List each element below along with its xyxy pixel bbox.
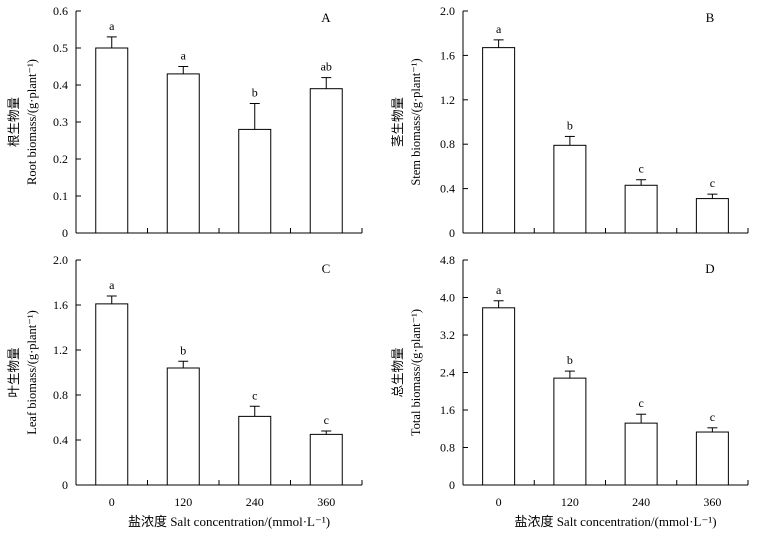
y-tick-label: 2.0	[53, 253, 68, 267]
y-tick-label: 2.4	[440, 366, 455, 380]
x-tick-label: 240	[632, 495, 650, 509]
y-tick-label: 0.3	[53, 115, 68, 129]
bar	[482, 307, 516, 486]
y-axis-label-zh: 总生物量	[391, 347, 405, 397]
bar	[95, 47, 129, 234]
panel-label: D	[705, 261, 714, 276]
bar	[166, 73, 200, 234]
panel-label: A	[321, 10, 331, 25]
y-tick-label: 0	[449, 226, 455, 240]
y-tick-label: 0	[62, 226, 68, 240]
y-tick-label: 1.6	[440, 48, 455, 62]
y-tick-label: 0.8	[440, 441, 455, 455]
y-axis-label: Total biomass/(g·plant⁻¹)	[409, 309, 423, 436]
x-tick-label: 120	[561, 495, 579, 509]
y-tick-label: 0	[62, 478, 68, 492]
x-tick-label: 120	[174, 495, 192, 509]
bar	[695, 431, 729, 486]
y-axis-label: Root biomass/(g·plant⁻¹)	[25, 59, 39, 185]
x-axis-label-zh: 盐浓度	[514, 514, 553, 529]
bar	[238, 415, 272, 486]
significance-letter: ab	[321, 60, 332, 74]
significance-letter: c	[252, 388, 257, 402]
x-tick-label: 0	[496, 495, 502, 509]
bar	[238, 128, 272, 234]
y-tick-label: 1.6	[53, 298, 68, 312]
y-tick-label: 0.4	[440, 182, 455, 196]
significance-letter: c	[710, 410, 715, 424]
bar	[95, 303, 129, 486]
x-axis-label: 盐浓度 Salt concentration/(mmol·L⁻¹)	[514, 514, 716, 529]
y-tick-label: 0.4	[53, 433, 68, 447]
y-tick-label: 1.2	[53, 343, 68, 357]
x-axis-label-zh: 盐浓度	[128, 514, 167, 529]
y-tick-label: 4.0	[440, 291, 455, 305]
y-tick-label: 0.4	[53, 78, 68, 92]
bar	[482, 47, 516, 234]
panel-label: B	[706, 10, 715, 25]
panel-c: 0 0.4 0.8 1.2 1.6 2.0 a 0 b 120 c 240 c 360 C 叶生物量 Leaf …	[7, 253, 363, 529]
x-tick-label: 0	[109, 495, 115, 509]
y-tick-label: 1.6	[440, 403, 455, 417]
y-tick-label: 0.8	[53, 388, 68, 402]
y-tick-label: 0.6	[53, 4, 68, 18]
significance-letter: c	[638, 162, 643, 176]
x-tick-label: 360	[703, 495, 721, 509]
significance-letter: c	[324, 413, 329, 427]
significance-letter: b	[567, 118, 573, 132]
significance-letter: b	[180, 343, 186, 357]
bar	[553, 377, 587, 486]
significance-letter: a	[109, 278, 115, 292]
y-tick-label: 0.8	[440, 137, 455, 151]
panel-d: 0 0.8 1.6 2.4 3.2 4.0 4.8 a 0 b 120 c 240 c 360 D 总生物量 To…	[391, 253, 749, 529]
significance-letter: b	[567, 353, 573, 367]
significance-letter: b	[252, 86, 258, 100]
y-axis-label-zh: 根生物量	[7, 97, 21, 147]
y-tick-label: 3.2	[440, 328, 455, 342]
x-axis-label: 盐浓度 Salt concentration/(mmol·L⁻¹)	[128, 514, 330, 529]
y-tick-label: 1.2	[440, 93, 455, 107]
x-tick-label: 360	[317, 495, 335, 509]
y-axis-label: Leaf biomass/(g·plant⁻¹)	[25, 310, 39, 435]
bar	[309, 88, 343, 234]
x-tick-label: 240	[246, 495, 264, 509]
bar	[166, 367, 200, 486]
panel-b: 0 0.4 0.8 1.2 1.6 2.0 a b c c B 茎生物量 Stem biomass/(g…	[391, 4, 749, 240]
bar	[309, 433, 343, 486]
y-tick-label: 4.8	[440, 253, 455, 267]
y-tick-label: 0	[449, 478, 455, 492]
y-tick-label: 0.1	[53, 189, 68, 203]
y-axis-label-zh: 叶生物量	[7, 347, 21, 397]
y-tick-label: 2.0	[440, 4, 455, 18]
panel-label: C	[322, 261, 331, 276]
significance-letter: c	[710, 176, 715, 190]
x-axis-label-en: Salt concentration/(mmol·L⁻¹)	[557, 514, 717, 529]
significance-letter: c	[638, 396, 643, 410]
significance-letter: a	[109, 19, 115, 33]
x-axis-label-en: Salt concentration/(mmol·L⁻¹)	[170, 514, 330, 529]
y-axis-label-zh: 茎生物量	[391, 97, 405, 147]
y-tick-label: 0.2	[53, 152, 68, 166]
bar	[553, 144, 587, 234]
y-axis-label: Stem biomass/(g·plant⁻¹)	[409, 58, 423, 185]
bar	[624, 422, 658, 486]
significance-letter: a	[496, 283, 502, 297]
significance-letter: a	[181, 49, 187, 63]
bar	[624, 184, 658, 234]
y-tick-label: 0.5	[53, 41, 68, 55]
bar	[695, 198, 729, 234]
significance-letter: a	[496, 22, 502, 36]
